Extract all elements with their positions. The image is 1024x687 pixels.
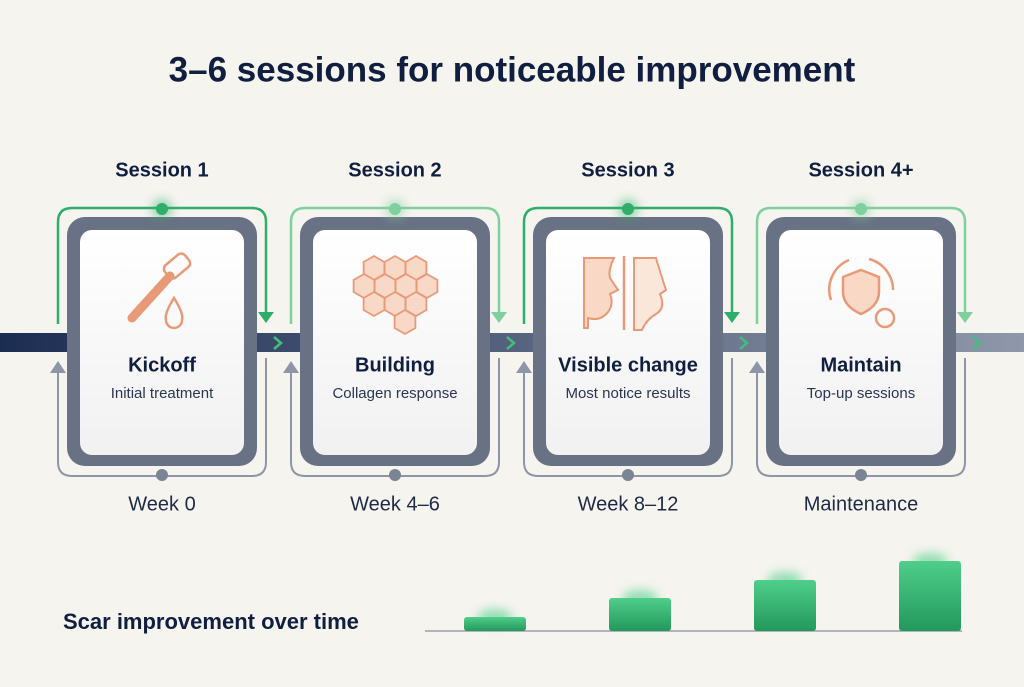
icon-part [828,257,895,301]
arrow [516,361,532,373]
chevron [273,336,283,350]
chevron [506,336,516,350]
icon-part [393,308,417,336]
session-label: Session 3 [581,159,674,181]
arrow [283,361,299,373]
arrow [724,312,740,323]
icon-part [127,271,175,323]
icon-part [362,290,386,318]
icon [828,257,896,329]
card [779,230,943,455]
arrow [491,312,507,323]
arrow [749,361,765,373]
stage-timing: Week 8–12 [578,493,679,515]
stage-description: Top-up sessions [807,385,915,402]
icon [127,252,192,330]
stage-description: Initial treatment [111,385,214,402]
stage-name: Maintain [820,354,901,376]
icon [352,254,439,336]
stage-timing: Maintenance [804,493,919,515]
icon-part [633,257,668,331]
stage-name: Visible change [558,354,698,376]
session-label: Session 2 [348,159,441,181]
bar [754,580,816,631]
stage-name: Kickoff [128,354,196,376]
card [80,230,244,455]
dot [855,203,867,215]
icon-part [583,257,620,329]
stage-timing: Week 0 [128,493,195,515]
icon [583,256,668,331]
dot [622,203,634,215]
bar [464,617,526,631]
arrow [258,312,274,323]
chevron [972,336,982,350]
stage-timing: Week 4–6 [350,493,440,515]
chevron [739,336,749,350]
stage-name: Building [355,354,435,376]
session-label: Session 4+ [808,159,913,181]
session-label: Session 1 [115,159,208,181]
dot [855,469,867,481]
title: 3–6 sessions for noticeable improvement [169,50,856,89]
dot [156,203,168,215]
bar [609,598,671,631]
chart-label: Scar improvement over time [63,609,359,634]
icon-part [841,268,881,316]
icon-part [164,295,184,330]
arrow [957,312,973,323]
stage-description: Collagen response [332,385,457,402]
bar [899,561,961,631]
arrow [50,361,66,373]
dot [156,469,168,481]
stage-description: Most notice results [565,385,690,402]
dot [389,469,401,481]
dot [622,469,634,481]
card [546,230,710,455]
dot [389,203,401,215]
icon-part [874,307,896,329]
